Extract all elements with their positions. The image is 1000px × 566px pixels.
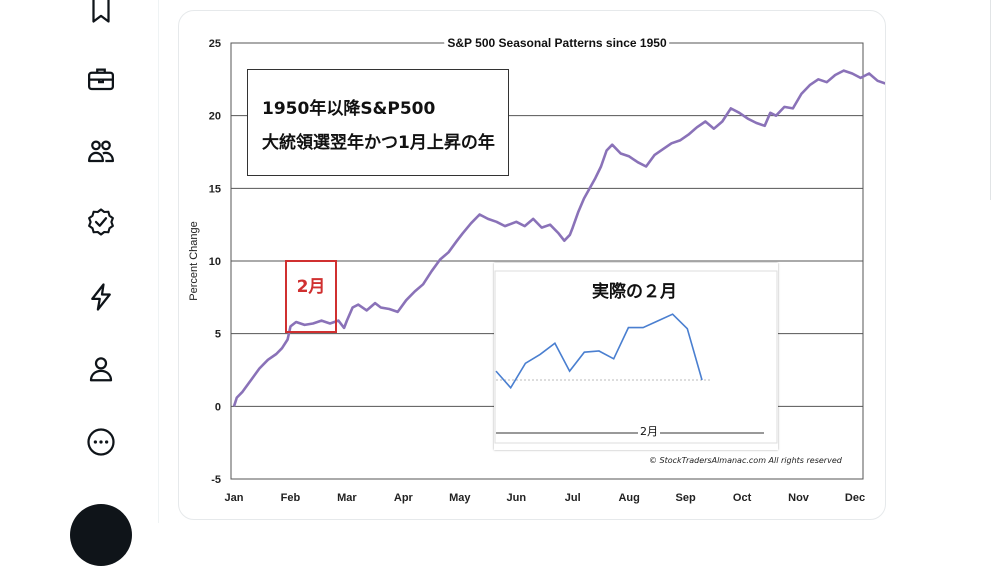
x-tick-label: Sep xyxy=(676,492,696,504)
verified-icon xyxy=(88,208,114,236)
compose-post-button[interactable] xyxy=(70,504,132,566)
annotation-line-1: 1950年以降S&P500 xyxy=(262,99,436,119)
bookmark-icon xyxy=(92,0,110,23)
y-axis-label: Percent Change xyxy=(188,221,200,301)
x-tick-label: Feb xyxy=(281,492,301,504)
x-tick-label: Apr xyxy=(394,492,414,504)
x-tick-label: Jul xyxy=(565,492,581,504)
x-tick-label: Jan xyxy=(225,492,244,504)
x-tick-label: Nov xyxy=(788,492,810,504)
right-panel-edge xyxy=(990,0,1000,200)
y-tick-label: -5 xyxy=(211,474,221,486)
inset-line-chart xyxy=(494,270,778,444)
annotation-line-2: 大統領選翌年かつ1月上昇の年 xyxy=(262,133,495,153)
inset-series-line xyxy=(495,313,703,390)
y-tick-label: 5 xyxy=(215,329,221,341)
x-tick-label: Dec xyxy=(845,492,865,504)
left-sidebar xyxy=(0,0,159,566)
inset-frame xyxy=(494,270,778,444)
communities-icon xyxy=(88,140,114,163)
inset-title: 実際の２月 xyxy=(592,282,677,302)
series-line xyxy=(232,69,885,407)
x-tick-label: Aug xyxy=(618,492,639,504)
profile-nav-button[interactable] xyxy=(84,352,118,386)
annotation-box: 1950年以降S&P500 大統領選翌年かつ1月上昇の年 xyxy=(247,69,509,176)
lightning-icon xyxy=(91,283,111,311)
seasonal-line-chart: 25 20 15 10 5 0 -5 Jan Feb Mar Apr May Jun Jul Aug Sep O… xyxy=(188,33,885,504)
chart-title: S&P 500 Seasonal Patterns since 1950 xyxy=(447,36,667,50)
x-tick-label: May xyxy=(449,492,471,504)
copyright-text: © StockTradersAlmanac.com All rights res… xyxy=(649,456,842,465)
inset-february-chart: 実際の２月 2月 xyxy=(494,263,778,450)
bookmarks-nav-button[interactable] xyxy=(84,0,118,26)
x-tick-label: Mar xyxy=(337,492,357,504)
y-tick-label: 0 xyxy=(215,401,221,413)
briefcase-icon xyxy=(88,68,114,91)
february-label: 2月 xyxy=(296,277,326,297)
communities-nav-button[interactable] xyxy=(84,134,118,168)
post-media-card[interactable]: 25 20 15 10 5 0 -5 Jan Feb Mar Apr May Jun Jul Aug Sep O… xyxy=(178,10,886,520)
verified-nav-button[interactable] xyxy=(84,205,118,239)
y-tick-label: 20 xyxy=(209,111,221,123)
profile-icon xyxy=(89,357,113,382)
x-tick-label: Oct xyxy=(733,492,752,504)
y-tick-label: 10 xyxy=(209,256,221,268)
inset-axis-label: 2月 xyxy=(638,423,660,439)
lightning-nav-button[interactable] xyxy=(84,280,118,314)
y-tick-label: 15 xyxy=(209,183,221,195)
more-nav-button[interactable] xyxy=(84,425,118,459)
y-tick-label: 25 xyxy=(209,38,221,50)
more-icon xyxy=(87,428,115,456)
jobs-nav-button[interactable] xyxy=(84,62,118,96)
february-highlight-box: 2月 xyxy=(285,260,337,333)
x-tick-label: Jun xyxy=(506,492,526,504)
